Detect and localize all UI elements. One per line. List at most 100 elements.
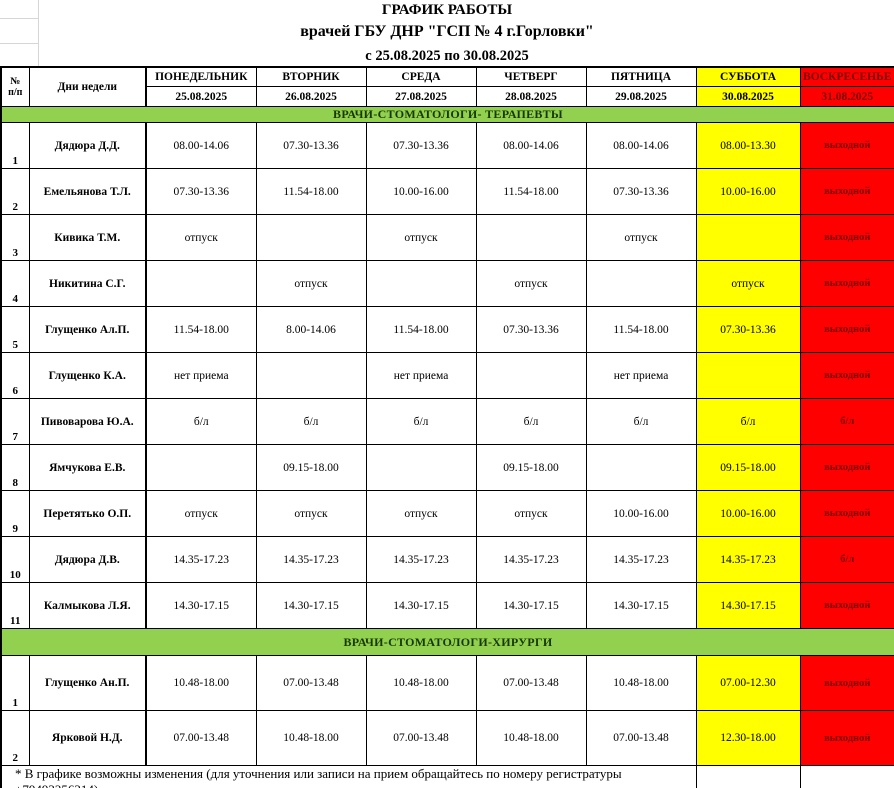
row-number: 8	[0, 444, 30, 491]
doctor-name: Кивика Т.М.	[28, 214, 147, 261]
table-row: 1 Дядюра Д.Д. 08.00-14.06 07.30-13.36 07…	[0, 122, 894, 169]
table-row: 9 Перетятько О.П. отпуск отпуск отпуск о…	[0, 490, 894, 537]
col-header-saturday: СУББОТА	[695, 66, 801, 87]
doctor-name: Перетятько О.П.	[28, 490, 147, 537]
cell-mon: 14.35-17.23	[145, 536, 257, 583]
cell-sat	[695, 214, 801, 261]
cell-thu: 07.30-13.36	[475, 306, 587, 353]
row-number: 5	[0, 306, 30, 353]
cell-tue	[255, 352, 367, 399]
doctor-name: Глущенко Ан.П.	[28, 655, 147, 711]
cell-thu: отпуск	[475, 260, 587, 307]
cell-mon: нет приема	[145, 352, 257, 399]
footer-empty-sun	[799, 765, 894, 788]
cell-wed: 14.30-17.15	[365, 582, 477, 629]
cell-mon: 07.30-13.36	[145, 168, 257, 215]
cell-wed: 14.35-17.23	[365, 536, 477, 583]
col-header-monday: ПОНЕДЕЛЬНИК	[145, 66, 257, 87]
cell-fri	[585, 444, 697, 491]
cell-sat: 10.00-16.00	[695, 490, 801, 537]
table-row: 10 Дядюра Д.В. 14.35-17.23 14.35-17.23 1…	[0, 536, 894, 583]
cell-wed: 07.30-13.36	[365, 122, 477, 169]
row-number: 1	[0, 655, 30, 711]
cell-sat	[695, 352, 801, 399]
table-row: 2 Емельянова Т.Л. 07.30-13.36 11.54-18.0…	[0, 168, 894, 215]
cell-sat: 07.30-13.36	[695, 306, 801, 353]
cell-fri: 11.54-18.00	[585, 306, 697, 353]
cell-sun: выходной	[799, 306, 894, 353]
cell-tue: 14.30-17.15	[255, 582, 367, 629]
cell-mon: б/л	[145, 398, 257, 445]
title-block: ГРАФИК РАБОТЫ врачей ГБУ ДНР "ГСП № 4 г.…	[0, 0, 894, 66]
cell-sun: выходной	[799, 214, 894, 261]
cell-tue	[255, 214, 367, 261]
cell-fri: 07.00-13.48	[585, 710, 697, 766]
cell-tue: 07.30-13.36	[255, 122, 367, 169]
cell-sat: 10.00-16.00	[695, 168, 801, 215]
cell-thu: 07.00-13.48	[475, 655, 587, 711]
grid-stub-line	[0, 18, 38, 19]
cell-tue: б/л	[255, 398, 367, 445]
cell-sat: б/л	[695, 398, 801, 445]
header-row-dates: 25.08.2025 26.08.2025 27.08.2025 28.08.2…	[1, 86, 894, 107]
row-number: 1	[0, 122, 30, 169]
row-number: 2	[0, 168, 30, 215]
doctor-name: Ярковой Н.Д.	[28, 710, 147, 766]
cell-sun: выходной	[799, 582, 894, 629]
cell-sun: выходной	[799, 122, 894, 169]
doctor-name: Емельянова Т.Л.	[28, 168, 147, 215]
doctor-name: Дядюра Д.В.	[28, 536, 147, 583]
cell-sat: 14.35-17.23	[695, 536, 801, 583]
grid-stub-line	[0, 43, 38, 44]
table-row: 1 Глущенко Ан.П. 10.48-18.00 07.00-13.48…	[0, 655, 894, 711]
cell-tue: 07.00-13.48	[255, 655, 367, 711]
table-row: 11 Калмыкова Л.Я. 14.30-17.15 14.30-17.1…	[0, 582, 894, 629]
doctor-name: Глущенко К.А.	[28, 352, 147, 399]
cell-fri	[585, 260, 697, 307]
cell-fri: нет приема	[585, 352, 697, 399]
cell-thu: отпуск	[475, 490, 587, 537]
cell-wed	[365, 444, 477, 491]
date-thursday: 28.08.2025	[475, 86, 587, 107]
cell-thu: б/л	[475, 398, 587, 445]
doctor-name: Калмыкова Л.Я.	[28, 582, 147, 629]
date-tuesday: 26.08.2025	[255, 86, 367, 107]
num-label-bottom: п/п	[8, 87, 23, 98]
cell-wed	[365, 260, 477, 307]
cell-tue: отпуск	[255, 490, 367, 537]
cell-sun: выходной	[799, 710, 894, 766]
cell-thu: 08.00-14.06	[475, 122, 587, 169]
header-row-days: № п/п Дни недели ПОНЕДЕЛЬНИК ВТОРНИК СРЕ…	[0, 66, 894, 107]
date-friday: 29.08.2025	[585, 86, 697, 107]
cell-sat: 07.00-12.30	[695, 655, 801, 711]
table-row: 7 Пивоварова Ю.А. б/л б/л б/л б/л б/л б/…	[0, 398, 894, 445]
row-number: 2	[0, 710, 30, 766]
table-row: 2 Ярковой Н.Д. 07.00-13.48 10.48-18.00 0…	[0, 710, 894, 766]
cell-wed: 11.54-18.00	[365, 306, 477, 353]
col-header-thursday: ЧЕТВЕРГ	[475, 66, 587, 87]
cell-mon: 10.48-18.00	[145, 655, 257, 711]
cell-wed: б/л	[365, 398, 477, 445]
cell-fri: 08.00-14.06	[585, 122, 697, 169]
cell-tue: 14.35-17.23	[255, 536, 367, 583]
cell-thu: 11.54-18.00	[475, 168, 587, 215]
cell-tue: 10.48-18.00	[255, 710, 367, 766]
cell-sun: выходной	[799, 444, 894, 491]
cell-mon: 14.30-17.15	[145, 582, 257, 629]
cell-thu: 10.48-18.00	[475, 710, 587, 766]
row-number: 4	[0, 260, 30, 307]
cell-wed: отпуск	[365, 214, 477, 261]
cell-tue: 11.54-18.00	[255, 168, 367, 215]
cell-wed: 10.00-16.00	[365, 168, 477, 215]
cell-sun: выходной	[799, 490, 894, 537]
cell-mon: отпуск	[145, 490, 257, 537]
table-row: 8 Ямчукова Е.В. 09.15-18.00 09.15-18.00 …	[0, 444, 894, 491]
cell-wed: нет приема	[365, 352, 477, 399]
cell-sun: выходной	[799, 655, 894, 711]
col-header-days: Дни недели	[28, 66, 147, 107]
row-number: 7	[0, 398, 30, 445]
grid-stub-line	[38, 0, 39, 66]
cell-sun: б/л	[799, 398, 894, 445]
cell-fri: 14.30-17.15	[585, 582, 697, 629]
table-row: 3 Кивика Т.М. отпуск отпуск отпуск выход…	[0, 214, 894, 261]
